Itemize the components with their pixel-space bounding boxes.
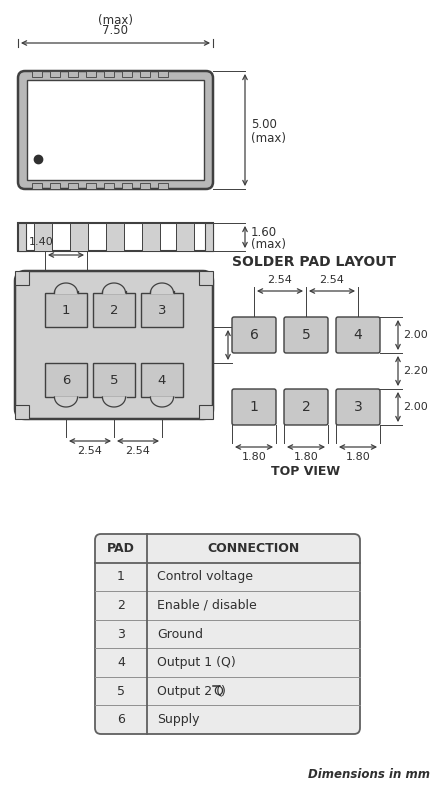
Text: (max): (max) bbox=[251, 132, 286, 145]
Bar bbox=[141, 293, 183, 327]
Text: 5: 5 bbox=[117, 684, 125, 697]
Text: 2: 2 bbox=[110, 303, 118, 316]
Text: 1.80: 1.80 bbox=[294, 452, 319, 462]
Text: 2.54: 2.54 bbox=[125, 446, 151, 456]
Bar bbox=[18, 223, 26, 251]
FancyBboxPatch shape bbox=[336, 317, 380, 353]
Text: 3: 3 bbox=[354, 400, 362, 414]
Bar bbox=[18, 223, 213, 251]
Bar bbox=[158, 183, 168, 189]
Text: 1: 1 bbox=[117, 570, 125, 583]
Text: (max): (max) bbox=[251, 238, 286, 251]
Bar bbox=[122, 71, 132, 77]
Bar bbox=[142, 223, 160, 251]
Text: (max): (max) bbox=[98, 14, 133, 27]
Bar bbox=[122, 183, 132, 189]
Text: Ground: Ground bbox=[157, 628, 203, 641]
Bar bbox=[86, 71, 96, 77]
Bar bbox=[106, 223, 124, 251]
Text: 2.00: 2.00 bbox=[403, 402, 428, 412]
Text: 6: 6 bbox=[249, 328, 258, 342]
Text: 1: 1 bbox=[62, 303, 70, 316]
Text: 2.20: 2.20 bbox=[403, 366, 428, 376]
Bar bbox=[45, 293, 87, 327]
Bar bbox=[70, 223, 88, 251]
FancyBboxPatch shape bbox=[284, 317, 328, 353]
Text: 1.40: 1.40 bbox=[29, 237, 53, 247]
Bar bbox=[50, 71, 60, 77]
Text: 3: 3 bbox=[117, 628, 125, 641]
Text: Q: Q bbox=[213, 684, 223, 697]
Text: 2: 2 bbox=[302, 400, 311, 414]
Bar bbox=[140, 183, 150, 189]
Text: 1: 1 bbox=[249, 400, 258, 414]
Bar bbox=[50, 183, 60, 189]
Text: 2.54: 2.54 bbox=[78, 446, 102, 456]
Text: Enable / disable: Enable / disable bbox=[157, 599, 257, 612]
Bar bbox=[68, 183, 78, 189]
FancyBboxPatch shape bbox=[232, 317, 276, 353]
Text: Control voltage: Control voltage bbox=[157, 570, 253, 583]
Text: 3: 3 bbox=[158, 303, 166, 316]
Text: 5.00: 5.00 bbox=[251, 117, 277, 130]
Text: 1.60: 1.60 bbox=[251, 226, 277, 239]
Bar bbox=[205, 223, 213, 251]
Text: 2.60: 2.60 bbox=[234, 338, 260, 351]
Text: 5: 5 bbox=[302, 328, 311, 342]
Bar bbox=[93, 363, 135, 397]
Text: TOP VIEW: TOP VIEW bbox=[272, 465, 341, 478]
Text: PAD: PAD bbox=[107, 542, 135, 555]
Bar bbox=[34, 223, 52, 251]
Bar bbox=[199, 405, 213, 419]
Bar bbox=[45, 363, 87, 397]
FancyBboxPatch shape bbox=[95, 534, 360, 734]
FancyBboxPatch shape bbox=[15, 271, 213, 419]
Bar bbox=[93, 293, 135, 327]
Bar bbox=[86, 183, 96, 189]
Text: 7.50: 7.50 bbox=[102, 24, 128, 37]
Text: 4: 4 bbox=[117, 656, 125, 669]
Bar bbox=[15, 405, 29, 419]
Text: 2.54: 2.54 bbox=[319, 275, 345, 285]
Text: 1.80: 1.80 bbox=[346, 452, 370, 462]
Text: 4: 4 bbox=[354, 328, 362, 342]
Text: 5: 5 bbox=[110, 374, 118, 387]
FancyBboxPatch shape bbox=[232, 389, 276, 425]
Bar bbox=[141, 363, 183, 397]
Text: 2: 2 bbox=[117, 599, 125, 612]
Text: ): ) bbox=[221, 684, 226, 697]
Text: SOLDER PAD LAYOUT: SOLDER PAD LAYOUT bbox=[232, 255, 396, 269]
FancyBboxPatch shape bbox=[336, 389, 380, 425]
Text: Output 2 (: Output 2 ( bbox=[157, 684, 221, 697]
Bar bbox=[32, 71, 42, 77]
Text: Dimensions in mm: Dimensions in mm bbox=[308, 768, 430, 781]
Bar bbox=[15, 271, 29, 285]
Text: CONNECTION: CONNECTION bbox=[207, 542, 299, 555]
Text: 6: 6 bbox=[62, 374, 70, 387]
Text: Output 1 (Q): Output 1 (Q) bbox=[157, 656, 236, 669]
Bar bbox=[140, 71, 150, 77]
Bar bbox=[176, 223, 194, 251]
Bar bbox=[104, 183, 114, 189]
Bar bbox=[27, 80, 204, 180]
Text: Supply: Supply bbox=[157, 714, 199, 726]
FancyBboxPatch shape bbox=[18, 71, 213, 189]
Bar bbox=[68, 71, 78, 77]
Text: 4: 4 bbox=[158, 374, 166, 387]
Text: 2.00: 2.00 bbox=[403, 330, 428, 340]
Bar bbox=[32, 183, 42, 189]
Text: 2.54: 2.54 bbox=[268, 275, 292, 285]
Bar bbox=[104, 71, 114, 77]
Bar bbox=[158, 71, 168, 77]
FancyBboxPatch shape bbox=[284, 389, 328, 425]
Text: 6: 6 bbox=[117, 714, 125, 726]
Bar bbox=[199, 271, 213, 285]
Text: 1.80: 1.80 bbox=[241, 452, 266, 462]
